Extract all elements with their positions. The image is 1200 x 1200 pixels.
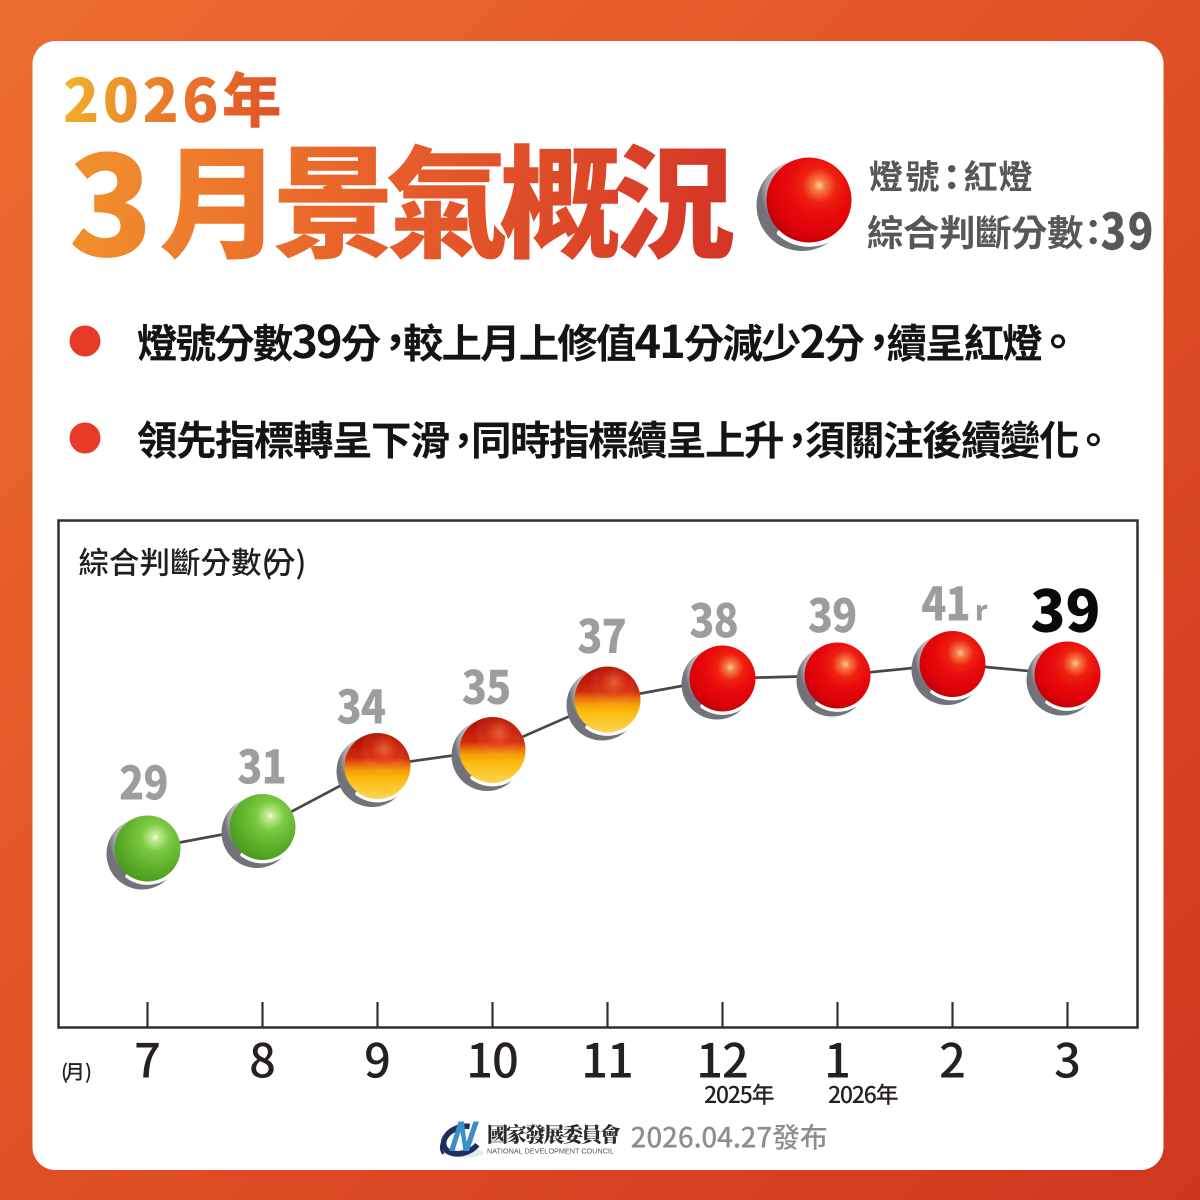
svg-text:NATIONAL DEVELOPMENT COUNCIL: NATIONAL DEVELOPMENT COUNCIL [487, 1147, 614, 1156]
